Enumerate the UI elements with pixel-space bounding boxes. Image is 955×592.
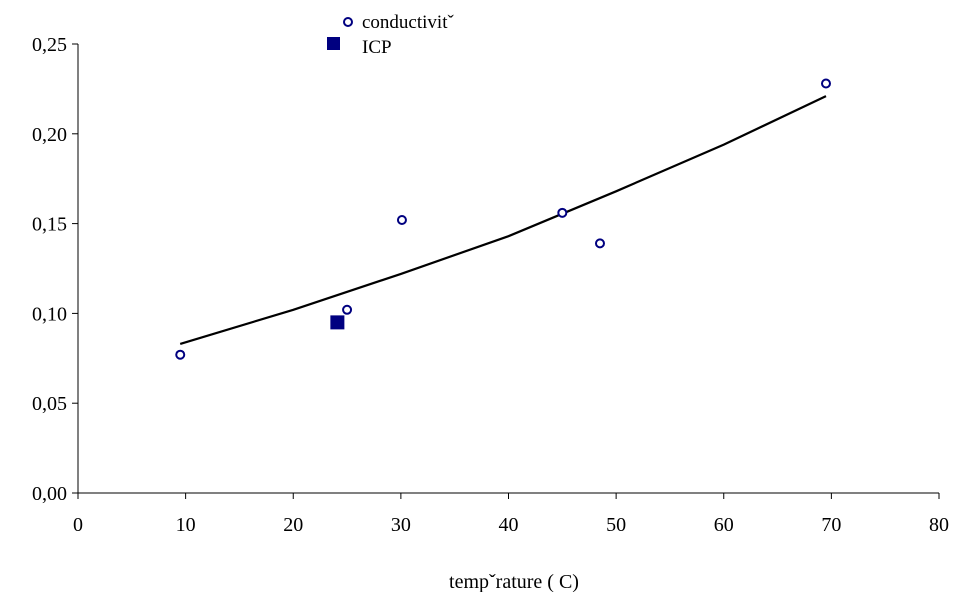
x-tick-label: 20 bbox=[283, 514, 303, 536]
conductivity-point bbox=[557, 207, 568, 218]
x-tick-label: 60 bbox=[714, 514, 734, 536]
x-tick-label: 40 bbox=[499, 514, 519, 536]
x-tick-label: 0 bbox=[73, 514, 83, 536]
y-tick-label: 0,10 bbox=[32, 303, 67, 325]
x-axis-title: tempˇrature ( C) bbox=[449, 571, 579, 592]
x-tick-label: 30 bbox=[391, 514, 411, 536]
x-tick-label: 70 bbox=[821, 514, 841, 536]
x-tick-label: 50 bbox=[606, 514, 626, 536]
axes: 0,00 0,05 0,10 0,15 0,20 0,25 0 10 20 30 40 50 60 70 8… bbox=[32, 34, 949, 536]
trend-line bbox=[179, 95, 827, 345]
data-points-layer bbox=[175, 78, 831, 360]
conductivity-point bbox=[396, 215, 407, 226]
conductivity-point bbox=[342, 304, 353, 315]
conductivity-point bbox=[175, 349, 186, 360]
icp-point bbox=[330, 315, 345, 330]
legend-label-conductivity: conductivitˇ bbox=[362, 12, 454, 33]
x-tick-label: 10 bbox=[176, 514, 196, 536]
conductivity-point bbox=[594, 238, 605, 249]
legend-label-icp: ICP bbox=[362, 37, 392, 58]
legend-marker-icp bbox=[327, 37, 340, 50]
y-tick-label: 0,20 bbox=[32, 124, 67, 146]
y-tick-label: 0,15 bbox=[32, 214, 67, 236]
legend-marker-conductivity bbox=[343, 17, 353, 27]
y-tick-label: 0,05 bbox=[32, 393, 67, 415]
legend: conductivitˇ ICP bbox=[327, 12, 454, 58]
y-tick-label: 0,00 bbox=[32, 483, 67, 505]
conductivity-point bbox=[820, 78, 831, 89]
x-tick-label: 80 bbox=[929, 514, 949, 536]
y-tick-label: 0,25 bbox=[32, 34, 67, 56]
fit-curve-layer bbox=[179, 95, 827, 345]
